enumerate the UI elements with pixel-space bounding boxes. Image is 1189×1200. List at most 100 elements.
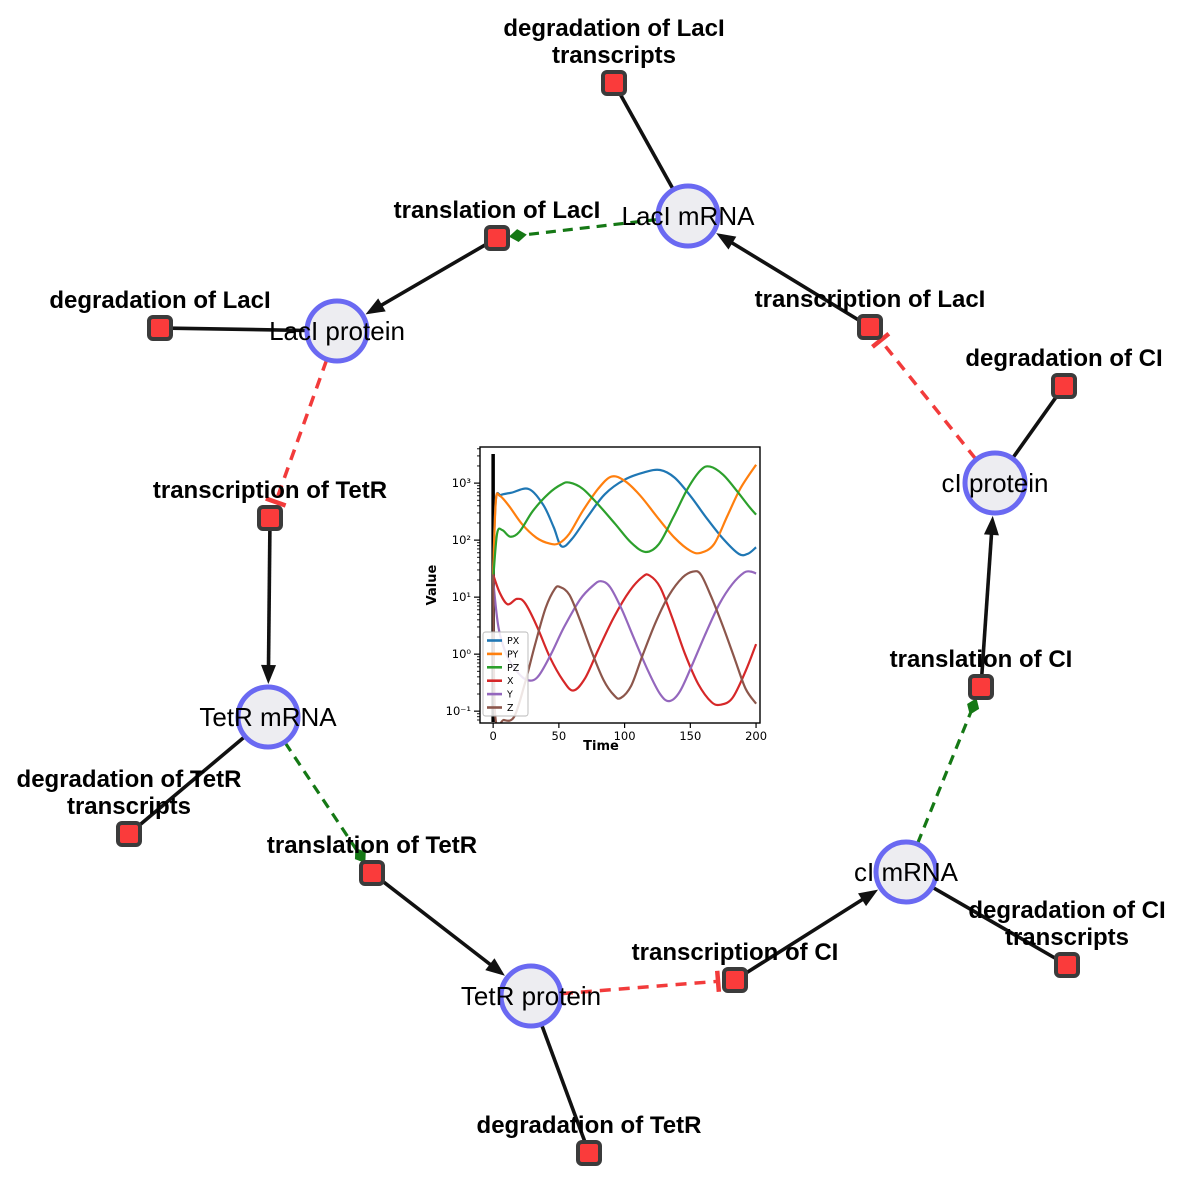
reaction-node-degradation-of-laci-transcripts <box>601 70 627 96</box>
reaction-label-degradation-of-laci-transcripts: degradation of LacI <box>503 15 724 42</box>
edge-inhibition-tetr-protein-to-transcription-of-ci <box>561 970 722 996</box>
diamond-arrowhead-icon <box>354 848 366 864</box>
arrowhead-icon <box>261 664 277 685</box>
reaction-node-degradation-of-laci <box>147 315 173 341</box>
species-label-ci-mrna: cI mRNA <box>854 857 959 887</box>
species-label-laci-mrna: LacI mRNA <box>622 201 756 231</box>
species-node-ci-protein <box>962 450 1028 516</box>
production-line <box>266 528 272 670</box>
reaction-label-degradation-of-ci-transcripts: degradation of CI <box>968 897 1165 924</box>
chart-y-axis-label: Value <box>425 564 440 605</box>
x-tick-label: 50 <box>552 729 567 743</box>
edge-consumption-tetr-protein-to-degradation-of-tetr <box>539 1023 587 1144</box>
y-tick-label: 10⁰ <box>452 647 472 661</box>
edge-production-transcription-of-tetr-to-tetr-mrna <box>261 528 277 685</box>
axes-frame <box>479 446 761 724</box>
edge-consumption-laci-mrna-to-degradation-of-laci-transcripts <box>617 91 675 191</box>
tee-bar-icon <box>871 331 891 349</box>
inhibition-line <box>274 359 329 503</box>
production-line <box>379 878 495 969</box>
reaction-node-degradation-of-ci <box>1051 373 1077 399</box>
production-line <box>979 530 994 677</box>
modifier-line <box>283 741 358 851</box>
edge-inhibition-laci-protein-to-transcription-of-tetr <box>265 359 329 508</box>
edge-modifier-ci-mrna-to-translation-of-ci <box>916 698 980 844</box>
species-node-tetr-mrna <box>235 684 301 750</box>
edge-production-transcription-of-laci-to-laci-mrna <box>716 233 862 323</box>
consumption-line <box>1010 393 1060 460</box>
edge-production-transcription-of-ci-to-ci-mrna <box>743 889 879 976</box>
reaction-label-degradation-of-tetr-transcripts: degradation of TetR <box>17 766 242 793</box>
reaction-node-transcription-of-laci <box>857 314 883 340</box>
arrowhead-icon <box>716 233 737 250</box>
reaction-label-degradation-of-ci-transcripts: transcripts <box>1005 924 1129 951</box>
species-node-tetr-protein <box>498 963 564 1029</box>
edge-consumption-laci-protein-to-degradation-of-laci <box>170 326 308 333</box>
legend-label-PY: PY <box>507 649 519 660</box>
arrowhead-icon <box>485 958 505 976</box>
y-tick-label: 10⁻¹ <box>446 704 471 718</box>
diamond-arrowhead-icon <box>508 229 527 243</box>
reaction-node-transcription-of-tetr <box>257 505 283 531</box>
production-line <box>377 241 489 309</box>
nodes-layer <box>116 70 1080 1166</box>
legend-label-Z: Z <box>507 703 514 714</box>
reaction-label-degradation-of-tetr-transcripts: transcripts <box>67 793 191 820</box>
reaction-label-transcription-of-laci: transcription of LacI <box>755 286 986 313</box>
reaction-node-transcription-of-ci <box>722 967 748 993</box>
species-label-tetr-mrna: TetR mRNA <box>199 702 337 732</box>
y-tick-label: 10¹ <box>452 590 471 604</box>
consumption-line <box>617 91 675 191</box>
series-line-PZ <box>492 465 757 581</box>
consumption-line <box>931 885 1059 962</box>
edges-layer <box>136 91 1060 1144</box>
edge-production-translation-of-ci-to-ci-protein <box>979 515 999 677</box>
species-node-laci-mrna <box>655 183 721 249</box>
inset-chart: 10⁻¹ 10⁰ 10¹ 10² 10³ 0 50 100 150 200 PX PY PZ XYZ Tim… <box>420 424 782 768</box>
species-node-ci-mrna <box>873 839 939 905</box>
modifier-line <box>524 217 658 237</box>
chart-legend <box>482 631 529 717</box>
production-line <box>743 896 867 976</box>
labels-layer: degradation of LacI transcripts translatio… <box>17 15 1166 1139</box>
consumption-line <box>539 1023 587 1144</box>
reaction-label-transcription-of-tetr: transcription of TetR <box>153 477 387 504</box>
reaction-node-degradation-of-tetr <box>576 1140 602 1166</box>
species-label-ci-protein: cI protein <box>942 468 1049 498</box>
species-label-laci-protein: LacI protein <box>269 316 405 346</box>
edge-consumption-tetr-mrna-to-degradation-of-tetr-transcripts <box>136 734 247 829</box>
y-tick-label: 10² <box>452 533 471 547</box>
series-line-PX <box>492 468 757 575</box>
x-tick-label: 200 <box>745 729 767 743</box>
legend-label-PX: PX <box>507 636 520 647</box>
edge-consumption-ci-protein-to-degradation-of-ci <box>1010 393 1060 460</box>
x-tick-label: 0 <box>489 729 496 743</box>
series-line-X <box>492 573 758 707</box>
reaction-label-translation-of-tetr: translation of TetR <box>267 832 477 859</box>
reaction-node-translation-of-tetr <box>359 860 385 886</box>
x-tick-label: 150 <box>679 729 701 743</box>
reaction-label-transcription-of-ci: transcription of CI <box>632 939 839 966</box>
legend-label-Y: Y <box>506 690 513 701</box>
edge-modifier-laci-mrna-to-translation-of-laci <box>508 217 658 243</box>
x-tick-label: 100 <box>614 729 636 743</box>
production-line <box>728 239 862 323</box>
chart-x-axis-label: Time <box>583 739 619 754</box>
reaction-node-degradation-of-tetr-transcripts <box>116 821 142 847</box>
modifier-line <box>916 712 972 844</box>
reaction-label-translation-of-laci: translation of LacI <box>394 197 601 224</box>
edge-consumption-ci-mrna-to-degradation-of-ci-transcripts <box>931 885 1059 962</box>
edge-inhibition-ci-protein-to-transcription-of-laci <box>871 331 977 460</box>
reaction-label-degradation-of-tetr: degradation of TetR <box>477 1112 702 1139</box>
species-label-tetr-protein: TetR protein <box>461 981 601 1011</box>
legend-label-X: X <box>507 676 514 687</box>
arrowhead-icon <box>365 298 386 315</box>
reaction-node-translation-of-laci <box>484 225 510 251</box>
reaction-label-degradation-of-ci: degradation of CI <box>965 345 1162 372</box>
edge-modifier-tetr-mrna-to-translation-of-tetr <box>283 741 366 864</box>
tee-bar-icon <box>265 496 287 508</box>
consumption-line <box>136 734 247 829</box>
tee-bar-icon <box>714 970 722 992</box>
